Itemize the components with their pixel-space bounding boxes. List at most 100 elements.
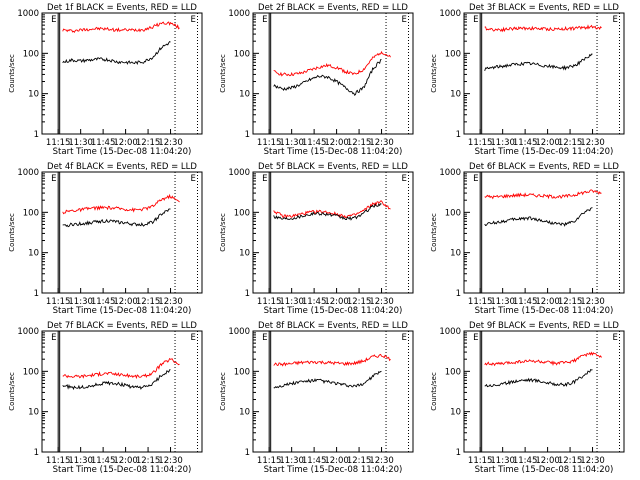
y-tick-label: 1: [245, 289, 250, 299]
x-tick-label: 12:00: [324, 297, 349, 307]
y-tick-label: 10: [450, 90, 461, 100]
x-tick-label: 11:30: [490, 297, 515, 307]
y-tick-label: 1000: [228, 327, 250, 337]
x-tick-label: 12:30: [369, 297, 394, 307]
y-tick-label: 100: [445, 367, 461, 377]
e-marker: E: [262, 174, 267, 184]
x-axis-label: Start Time (15-Dec-08 11:04:20): [475, 306, 614, 316]
plot-frame: [41, 330, 203, 453]
panel-title: Det 5f BLACK = Events, RED = LLD: [258, 162, 408, 172]
x-tick-label: 12:15: [347, 297, 372, 307]
panel-title: Det 1f BLACK = Events, RED = LLD: [47, 3, 197, 13]
x-tick-label: 11:45: [302, 297, 327, 307]
events-series-line: [62, 208, 171, 228]
panel-title: Det 8f BLACK = Events, RED = LLD: [258, 321, 408, 331]
e-marker: E: [191, 174, 196, 184]
e-marker: E: [473, 333, 478, 343]
y-tick-label: 1: [34, 289, 39, 299]
x-tick-label: 12:30: [580, 297, 605, 307]
lld-series-line: [62, 193, 180, 215]
e-marker: E: [613, 15, 618, 25]
e-marker: E: [402, 15, 407, 25]
y-tick-label: 1000: [17, 327, 39, 337]
e-marker: E: [613, 333, 618, 343]
lld-series-line: [62, 357, 180, 380]
e-marker: E: [262, 15, 267, 25]
y-tick-label: 100: [23, 49, 39, 59]
e-marker: E: [51, 15, 56, 25]
y-tick-label: 100: [234, 49, 250, 59]
x-tick-label: 11:15: [46, 456, 71, 466]
events-series-line: [273, 370, 382, 389]
x-tick-label: 12:30: [158, 138, 183, 148]
y-tick-label: 1000: [17, 168, 39, 178]
y-tick-label: 100: [23, 367, 39, 377]
y-tick-label: 10: [239, 408, 250, 418]
x-tick-label: 12:15: [136, 138, 161, 148]
x-tick-label: 12:00: [324, 456, 349, 466]
panel-3: Det 3f BLACK = Events, RED = LLD 1 10 100 10…: [430, 3, 625, 157]
x-tick-label: 11:30: [279, 297, 304, 307]
y-tick-label: 1000: [17, 9, 39, 19]
x-tick-label: 12:15: [558, 138, 583, 148]
x-tick-label: 11:15: [468, 456, 493, 466]
lld-series-line: [62, 21, 180, 33]
lld-series-line: [484, 189, 602, 200]
x-axis-label: Start Time (15-Dec-08 11:04:20): [53, 147, 192, 157]
x-tick-label: 11:15: [468, 297, 493, 307]
y-tick-label: 1000: [439, 9, 461, 19]
y-axis-label: Counts/sec: [219, 213, 227, 252]
y-tick-label: 1: [456, 448, 461, 458]
x-tick-label: 12:15: [558, 456, 583, 466]
e-marker: E: [262, 333, 267, 343]
x-tick-label: 12:30: [158, 297, 183, 307]
y-axis-label: Counts/sec: [430, 54, 438, 93]
panel-title: Det 3f BLACK = Events, RED = LLD: [469, 3, 619, 13]
y-tick-label: 100: [234, 208, 250, 218]
x-tick-label: 12:00: [535, 297, 560, 307]
x-tick-label: 11:45: [302, 456, 327, 466]
e-marker: E: [191, 333, 196, 343]
x-axis-label: Start Time (15-Dec-08 11:04:20): [264, 465, 403, 475]
x-axis-label: Start Time (15-Dec-09 11:04:20): [475, 147, 614, 157]
plot-frame: [463, 171, 625, 294]
x-tick-label: 12:15: [347, 138, 372, 148]
x-tick-label: 12:15: [136, 456, 161, 466]
lld-series-line: [273, 200, 391, 220]
y-tick-label: 100: [445, 49, 461, 59]
x-tick-label: 11:15: [46, 138, 71, 148]
plot-frame: [41, 12, 203, 135]
x-tick-label: 11:15: [257, 456, 282, 466]
x-tick-label: 12:00: [535, 138, 560, 148]
panel-title: Det 2f BLACK = Events, RED = LLD: [258, 3, 408, 13]
plot-frame: [252, 171, 414, 294]
y-axis-label: Counts/sec: [219, 372, 227, 411]
y-axis-label: Counts/sec: [430, 372, 438, 411]
x-tick-label: 12:30: [158, 456, 183, 466]
events-series-line: [273, 59, 382, 96]
x-tick-label: 11:45: [91, 297, 116, 307]
panel-6: Det 6f BLACK = Events, RED = LLD 1 10 100 10…: [430, 162, 625, 316]
x-tick-label: 11:30: [68, 297, 93, 307]
x-tick-label: 12:00: [113, 456, 138, 466]
x-tick-label: 11:30: [68, 138, 93, 148]
x-tick-label: 11:45: [513, 297, 538, 307]
plot-frame: [463, 12, 625, 135]
y-tick-label: 10: [28, 90, 39, 100]
x-tick-label: 11:45: [302, 138, 327, 148]
x-tick-label: 11:15: [468, 138, 493, 148]
y-tick-label: 10: [239, 90, 250, 100]
x-tick-label: 12:15: [558, 297, 583, 307]
y-tick-label: 10: [28, 249, 39, 259]
y-axis-label: Counts/sec: [8, 213, 16, 252]
x-axis-label: Start Time (15-Dec-08 11:04:20): [475, 465, 614, 475]
lld-series-line: [484, 351, 602, 367]
panel-2: Det 2f BLACK = Events, RED = LLD 1 10 100 10…: [219, 3, 414, 157]
panel-1: Det 1f BLACK = Events, RED = LLD 1 10 100 10…: [8, 3, 203, 157]
x-tick-label: 11:45: [91, 456, 116, 466]
x-tick-label: 11:30: [490, 138, 515, 148]
y-tick-label: 100: [445, 208, 461, 218]
y-tick-label: 1: [34, 130, 39, 140]
y-tick-label: 1000: [228, 168, 250, 178]
x-axis-label: Start Time (15-Dec-08 11:04:20): [264, 306, 403, 316]
